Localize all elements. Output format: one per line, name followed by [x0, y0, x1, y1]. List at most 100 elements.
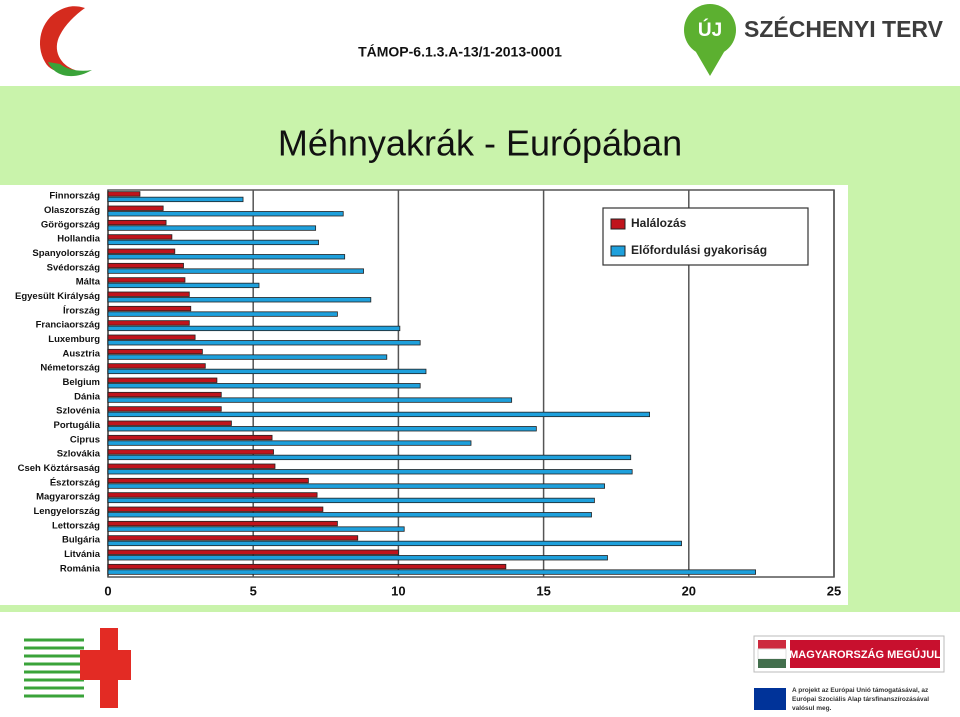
- bar: [107, 291, 190, 297]
- logo: [80, 628, 131, 708]
- bar: [107, 325, 401, 332]
- bar: [107, 434, 273, 441]
- y-tick-label: Ciprus: [70, 434, 100, 445]
- bar: [107, 262, 184, 269]
- x-tick-label: 25: [827, 583, 841, 598]
- bar: [107, 377, 218, 383]
- legend-label: Halálozás: [631, 216, 687, 230]
- bar: [107, 248, 176, 254]
- bar: [107, 234, 173, 240]
- flag: [757, 648, 787, 660]
- y-tick-label: Litvánia: [64, 549, 101, 560]
- bar: [107, 520, 338, 527]
- bar: [107, 483, 605, 489]
- project-code: TÁMOP-6.1.3.A-13/1-2013-0001: [358, 44, 562, 60]
- y-tick-label: Magyarország: [36, 492, 100, 503]
- bar: [107, 391, 222, 398]
- bar: [107, 506, 324, 512]
- bar: [107, 354, 388, 360]
- y-tick-label: Görögország: [41, 219, 100, 230]
- y-tick-label: Belgium: [63, 377, 100, 388]
- x-tick-label: 0: [104, 583, 111, 598]
- bar: [107, 363, 206, 369]
- y-tick-label: Románia: [60, 563, 101, 574]
- y-tick-label: Írország: [63, 305, 100, 316]
- legend-swatch: [610, 245, 626, 257]
- y-tick-label: Szlovénia: [56, 406, 101, 417]
- y-tick-label: Egyesült Királyság: [15, 291, 100, 302]
- bar: [107, 239, 319, 246]
- bar: [107, 477, 309, 484]
- bar: [107, 334, 196, 340]
- bar: [107, 282, 260, 289]
- bar: [107, 549, 399, 555]
- y-tick-label: Franciaország: [36, 320, 101, 331]
- x-tick-label: 20: [682, 583, 696, 598]
- logo-badge: ÚJ: [698, 19, 722, 41]
- bar: [107, 426, 537, 432]
- bar: [107, 535, 359, 541]
- y-tick-label: Lengyelország: [33, 506, 100, 517]
- legend-swatch: [610, 218, 626, 230]
- y-tick-label: Luxemburg: [48, 334, 100, 345]
- logo: [24, 638, 84, 698]
- bar: [107, 449, 274, 455]
- flag: [758, 659, 786, 668]
- bar: [107, 406, 222, 412]
- bar: [107, 254, 346, 260]
- bar: [107, 563, 507, 570]
- bar: [107, 368, 427, 375]
- bar: [107, 440, 472, 446]
- eu-note: A projekt az Európai Unió támogatásával,…: [792, 687, 930, 712]
- legend-label: Előfordulási gyakoriság: [631, 243, 767, 257]
- bar: [107, 196, 244, 203]
- logo-text: SZÉCHENYI TERV: [744, 15, 944, 42]
- logo: [684, 4, 736, 56]
- bar: [107, 492, 318, 498]
- y-tick-label: Ausztria: [63, 348, 101, 359]
- flag: [758, 640, 786, 649]
- x-tick-label: 10: [391, 583, 405, 598]
- y-tick-label: Cseh Köztársaság: [18, 463, 101, 474]
- legend-box: [602, 207, 809, 266]
- slide-title: Méhnyakrák - Európában: [278, 123, 682, 164]
- y-tick-label: Svédország: [47, 262, 101, 273]
- y-tick-label: Portugália: [54, 420, 101, 431]
- y-tick-label: Spanyolország: [32, 248, 100, 259]
- bar: [107, 297, 372, 303]
- y-tick-label: Lettország: [52, 520, 100, 531]
- x-tick-label: 5: [250, 583, 257, 598]
- bar: [107, 320, 190, 326]
- bar: [107, 469, 633, 475]
- bar: [107, 420, 232, 426]
- bar: [107, 219, 167, 226]
- bar: [107, 454, 632, 461]
- bar: [107, 268, 364, 274]
- logo: [40, 6, 85, 73]
- y-tick-label: Dánia: [74, 391, 101, 402]
- bar: [107, 497, 595, 504]
- chart: 0 5 10 15 20 25 Finnország Olaszország Görögorsz…: [0, 185, 848, 605]
- bar: [107, 383, 421, 389]
- y-tick-label: Málta: [76, 277, 101, 288]
- banner: [790, 640, 940, 668]
- y-tick-label: Észtország: [50, 477, 100, 488]
- bar: [107, 311, 338, 317]
- y-tick-label: Finnország: [49, 191, 100, 202]
- x-tick-label: 15: [536, 583, 550, 598]
- y-tick-label: Szlovákia: [57, 449, 101, 460]
- bar: [107, 205, 164, 211]
- y-tick-label: Bulgária: [62, 535, 101, 546]
- bar: [107, 305, 192, 312]
- logo: [696, 52, 724, 76]
- bar: [107, 340, 421, 346]
- bar: [107, 348, 203, 355]
- bar: [107, 512, 592, 518]
- footer-logo: [24, 628, 131, 708]
- bar: [107, 277, 186, 283]
- bar: [107, 555, 608, 561]
- y-tick-label: Olaszország: [44, 205, 100, 216]
- bar: [107, 211, 344, 217]
- bar: [107, 569, 756, 575]
